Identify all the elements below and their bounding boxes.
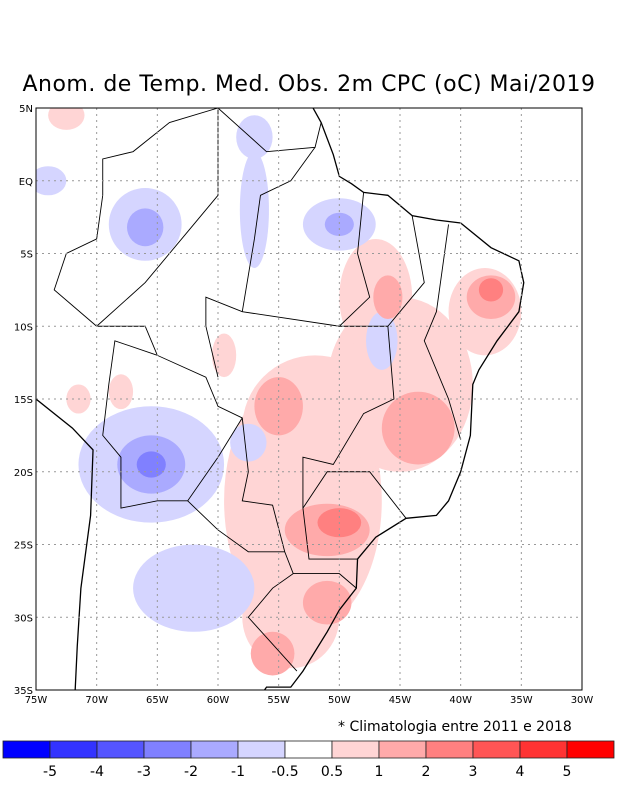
- lon-tick-label: 60W: [207, 695, 230, 706]
- lon-tick-label: 40W: [449, 695, 472, 706]
- anomaly-region: [250, 631, 295, 676]
- lon-tick-label: 35W: [510, 695, 533, 706]
- colorbar-swatch: [49, 740, 98, 759]
- border-line: [102, 108, 322, 196]
- anomaly-region: [48, 108, 85, 130]
- colorbar-swatch: [472, 740, 521, 759]
- lon-tick-label: 75W: [25, 695, 48, 706]
- colorbar-swatch: [331, 740, 380, 759]
- anomaly-region: [36, 166, 67, 196]
- colorbar-swatch: [519, 740, 568, 759]
- anomaly-region: [108, 374, 134, 410]
- colorbar-label: -4: [90, 764, 104, 780]
- colorbar-swatch: [96, 740, 145, 759]
- border-line: [293, 573, 357, 589]
- colorbar-label: 3: [469, 764, 478, 780]
- colorbar-swatch: [237, 740, 286, 759]
- lat-tick-label: 5S: [20, 250, 33, 261]
- colorbar-swatch: [378, 740, 427, 759]
- map-title: Anom. de Temp. Med. Obs. 2m CPC (oC) Mai…: [22, 72, 596, 97]
- border-line: [387, 215, 425, 327]
- colorbar-label: -5: [43, 764, 57, 780]
- border-line: [241, 147, 316, 312]
- colorbar-label: -1: [231, 764, 245, 780]
- colorbar-label: 0.5: [321, 764, 343, 780]
- anomaly-region: [211, 333, 237, 378]
- map-frame: [35, 107, 583, 691]
- colorbar-label: -3: [137, 764, 151, 780]
- lat-tick-label: 30S: [14, 613, 33, 624]
- colorbar-swatch: [566, 740, 615, 759]
- anomaly-region: [133, 544, 255, 632]
- anomaly-region: [127, 208, 164, 247]
- anomaly-region: [230, 423, 267, 462]
- lat-tick-label: EQ: [19, 177, 33, 188]
- border-line: [205, 192, 371, 378]
- border-line: [302, 471, 407, 560]
- anomaly-region: [254, 377, 303, 436]
- lat-tick-label: 25S: [14, 541, 33, 552]
- anomaly-region: [239, 151, 269, 269]
- anomaly-region: [236, 115, 273, 159]
- border-line: [423, 224, 462, 440]
- colorbar-label: 1: [375, 764, 384, 780]
- anomaly-region: [373, 275, 403, 319]
- border-line: [96, 325, 298, 672]
- lon-tick-label: 45W: [389, 695, 412, 706]
- west-coastline: [36, 398, 94, 690]
- colorbar-label: 5: [563, 764, 572, 780]
- border-line: [53, 195, 104, 327]
- border-line: [187, 500, 285, 553]
- border-line: [102, 340, 243, 509]
- lat-tick-label: 15S: [14, 395, 33, 406]
- colorbar-label: 2: [422, 764, 431, 780]
- anomaly-region: [324, 212, 354, 237]
- anomaly-region: [136, 451, 166, 478]
- anomaly-region: [381, 391, 455, 465]
- colorbar-swatch: [190, 740, 239, 759]
- colorbar-label: -0.5: [271, 764, 298, 780]
- climatology-note: * Climatologia entre 2011 e 2018: [338, 719, 572, 735]
- lon-tick-label: 65W: [146, 695, 169, 706]
- lon-tick-label: 55W: [267, 695, 290, 706]
- colorbar-label: -2: [184, 764, 198, 780]
- colorbar-swatch: [143, 740, 192, 759]
- lat-tick-label: 35S: [14, 686, 33, 697]
- lat-tick-label: 5N: [19, 104, 33, 115]
- anomaly-region: [478, 278, 504, 302]
- lon-tick-label: 70W: [85, 695, 108, 706]
- border-line: [96, 108, 219, 327]
- colorbar-label: 4: [516, 764, 525, 780]
- lat-tick-label: 20S: [14, 468, 33, 479]
- colorbar-swatch: [425, 740, 474, 759]
- colorbar-swatch: [284, 740, 333, 759]
- colorbar-swatch: [2, 740, 51, 759]
- lon-tick-label: 30W: [571, 695, 594, 706]
- lat-tick-label: 10S: [14, 322, 33, 333]
- lon-tick-label: 50W: [328, 695, 351, 706]
